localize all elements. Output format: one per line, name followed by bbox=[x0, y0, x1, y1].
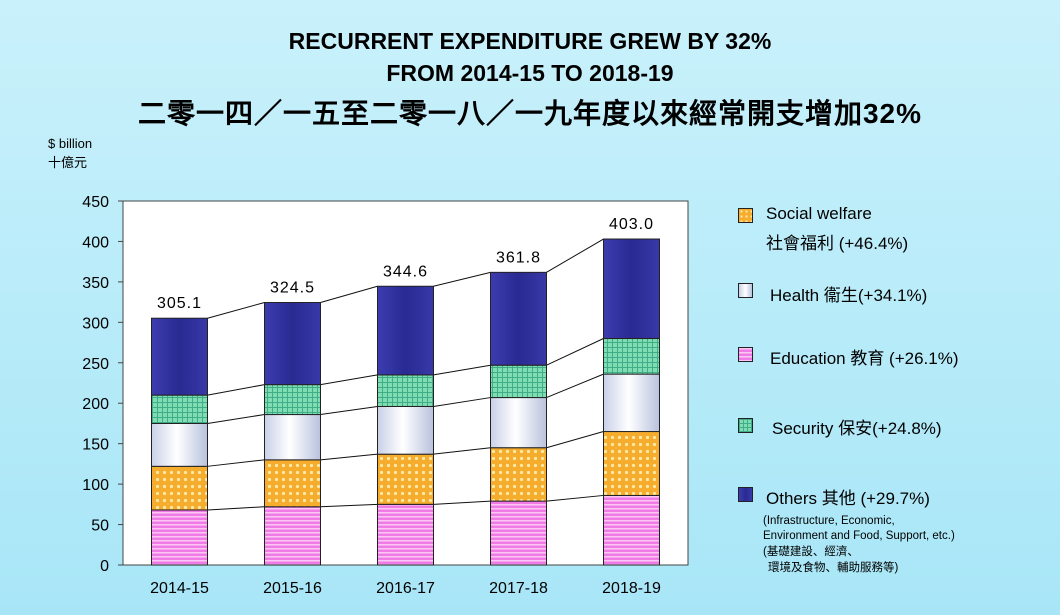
y-tick-label: 450 bbox=[82, 194, 109, 211]
legend-swatch-others bbox=[738, 487, 753, 502]
stack-connector-line bbox=[433, 447, 491, 455]
bar-total-label: 344.6 bbox=[383, 263, 428, 280]
stack-connector-line bbox=[433, 364, 491, 376]
bar-segment-security bbox=[377, 374, 434, 407]
legend-note-zh-1: (基礎建設、經濟、 bbox=[763, 546, 859, 558]
legend-label-social-welfare-en: Social welfare bbox=[766, 204, 872, 223]
legend-note-en-1: (Infrastructure, Economic, bbox=[763, 515, 895, 527]
y-tick-label: 150 bbox=[82, 437, 109, 454]
stack-connector-line bbox=[433, 397, 491, 407]
y-tick-label: 200 bbox=[82, 396, 109, 413]
stack-connector-line bbox=[207, 459, 265, 467]
bar-segment-others bbox=[377, 285, 434, 376]
bar-segment-social-welfare bbox=[264, 459, 321, 508]
stack-connector-line bbox=[320, 285, 378, 303]
bar-segment-health bbox=[151, 422, 208, 467]
bar-segment-health bbox=[490, 397, 547, 449]
stack-connector-line bbox=[320, 453, 378, 461]
x-tick-label: 2015-16 bbox=[263, 580, 322, 597]
stack-connector-line bbox=[207, 414, 265, 424]
stack-connector-line bbox=[546, 238, 604, 273]
bar-segment-others bbox=[264, 302, 321, 386]
legend-label-social-welfare-zh: 社會福利 (+46.4%) bbox=[766, 234, 909, 253]
bar-segment-security bbox=[264, 384, 321, 416]
legend-swatch-education bbox=[738, 347, 753, 362]
y-tick-label: 50 bbox=[91, 518, 109, 535]
legend-swatch-health bbox=[738, 283, 753, 298]
bar-total-label: 403.0 bbox=[609, 216, 654, 233]
stack-connector-line bbox=[433, 500, 491, 505]
bar-segment-health bbox=[603, 373, 660, 433]
stack-connector-line bbox=[546, 494, 604, 502]
stack-connector-line bbox=[320, 405, 378, 416]
bar-segment-security bbox=[151, 394, 208, 424]
stack-connector-line bbox=[546, 338, 604, 366]
bar-total-label: 324.5 bbox=[270, 280, 315, 297]
bar-segment-health bbox=[377, 405, 434, 455]
bar-segment-health bbox=[264, 414, 321, 461]
legend-swatch-security bbox=[738, 418, 753, 433]
y-tick-label: 400 bbox=[82, 234, 109, 251]
bar-segment-others bbox=[603, 238, 660, 340]
bar-segment-education bbox=[377, 503, 434, 566]
bar-total-label: 305.1 bbox=[157, 295, 202, 312]
bar-segment-education bbox=[603, 494, 660, 566]
legend-label-health: Health 衞生(+34.1%) bbox=[770, 286, 928, 305]
bar-total-label: 361.8 bbox=[496, 249, 541, 266]
y-tick-label: 100 bbox=[82, 477, 109, 494]
legend-label-security: Security 保安(+24.8%) bbox=[772, 419, 942, 438]
y-tick-label: 0 bbox=[100, 558, 109, 575]
legend-label-education: Education 教育 (+26.1%) bbox=[770, 349, 959, 368]
bar-segment-security bbox=[603, 338, 660, 375]
chart-title-line2: FROM 2014-15 TO 2018-19 bbox=[386, 60, 674, 86]
stack-connector-line bbox=[320, 503, 378, 508]
x-tick-label: 2016-17 bbox=[376, 580, 435, 597]
y-axis-unit-zh: 十億元 bbox=[48, 155, 88, 170]
stack-connector-line bbox=[207, 302, 265, 319]
legend-note-zh-2: 環境及食物、輔助服務等) bbox=[768, 562, 899, 574]
bar-segment-education bbox=[151, 509, 208, 566]
y-tick-label: 350 bbox=[82, 275, 109, 292]
y-axis-unit-en: $ billion bbox=[48, 136, 93, 151]
stack-connector-line bbox=[207, 506, 265, 511]
chart-title-line1: RECURRENT EXPENDITURE GREW BY 32% bbox=[288, 28, 772, 54]
bar-segment-social-welfare bbox=[603, 431, 660, 496]
stack-connector-line bbox=[207, 384, 265, 396]
stack-connector-line bbox=[546, 373, 604, 399]
stack-connector-line bbox=[433, 271, 491, 287]
stack-connector-line bbox=[320, 374, 378, 386]
bar-segment-education bbox=[264, 506, 321, 566]
bar-segment-education bbox=[490, 500, 547, 566]
y-tick-label: 300 bbox=[82, 315, 109, 332]
bar-segment-security bbox=[490, 364, 547, 399]
legend-note-en-2: Environment and Food, Support, etc.) bbox=[763, 530, 955, 542]
bar-segment-others bbox=[490, 271, 547, 366]
bar-segment-social-welfare bbox=[490, 447, 547, 502]
bar-segment-others bbox=[151, 317, 208, 396]
x-tick-label: 2018-19 bbox=[602, 580, 661, 597]
y-tick-label: 250 bbox=[82, 356, 109, 373]
legend-label-others: Others 其他 (+29.7%) bbox=[766, 489, 930, 508]
bar-segment-social-welfare bbox=[151, 465, 208, 511]
legend-swatch-social-welfare bbox=[738, 208, 753, 223]
chart-title-line3: 二零一四／一五至二零一八／一九年度以來經常開支增加32% bbox=[137, 98, 923, 129]
bar-segment-social-welfare bbox=[377, 453, 434, 505]
x-tick-label: 2017-18 bbox=[489, 580, 548, 597]
x-tick-label: 2014-15 bbox=[150, 580, 209, 597]
stack-connector-line bbox=[546, 431, 604, 449]
